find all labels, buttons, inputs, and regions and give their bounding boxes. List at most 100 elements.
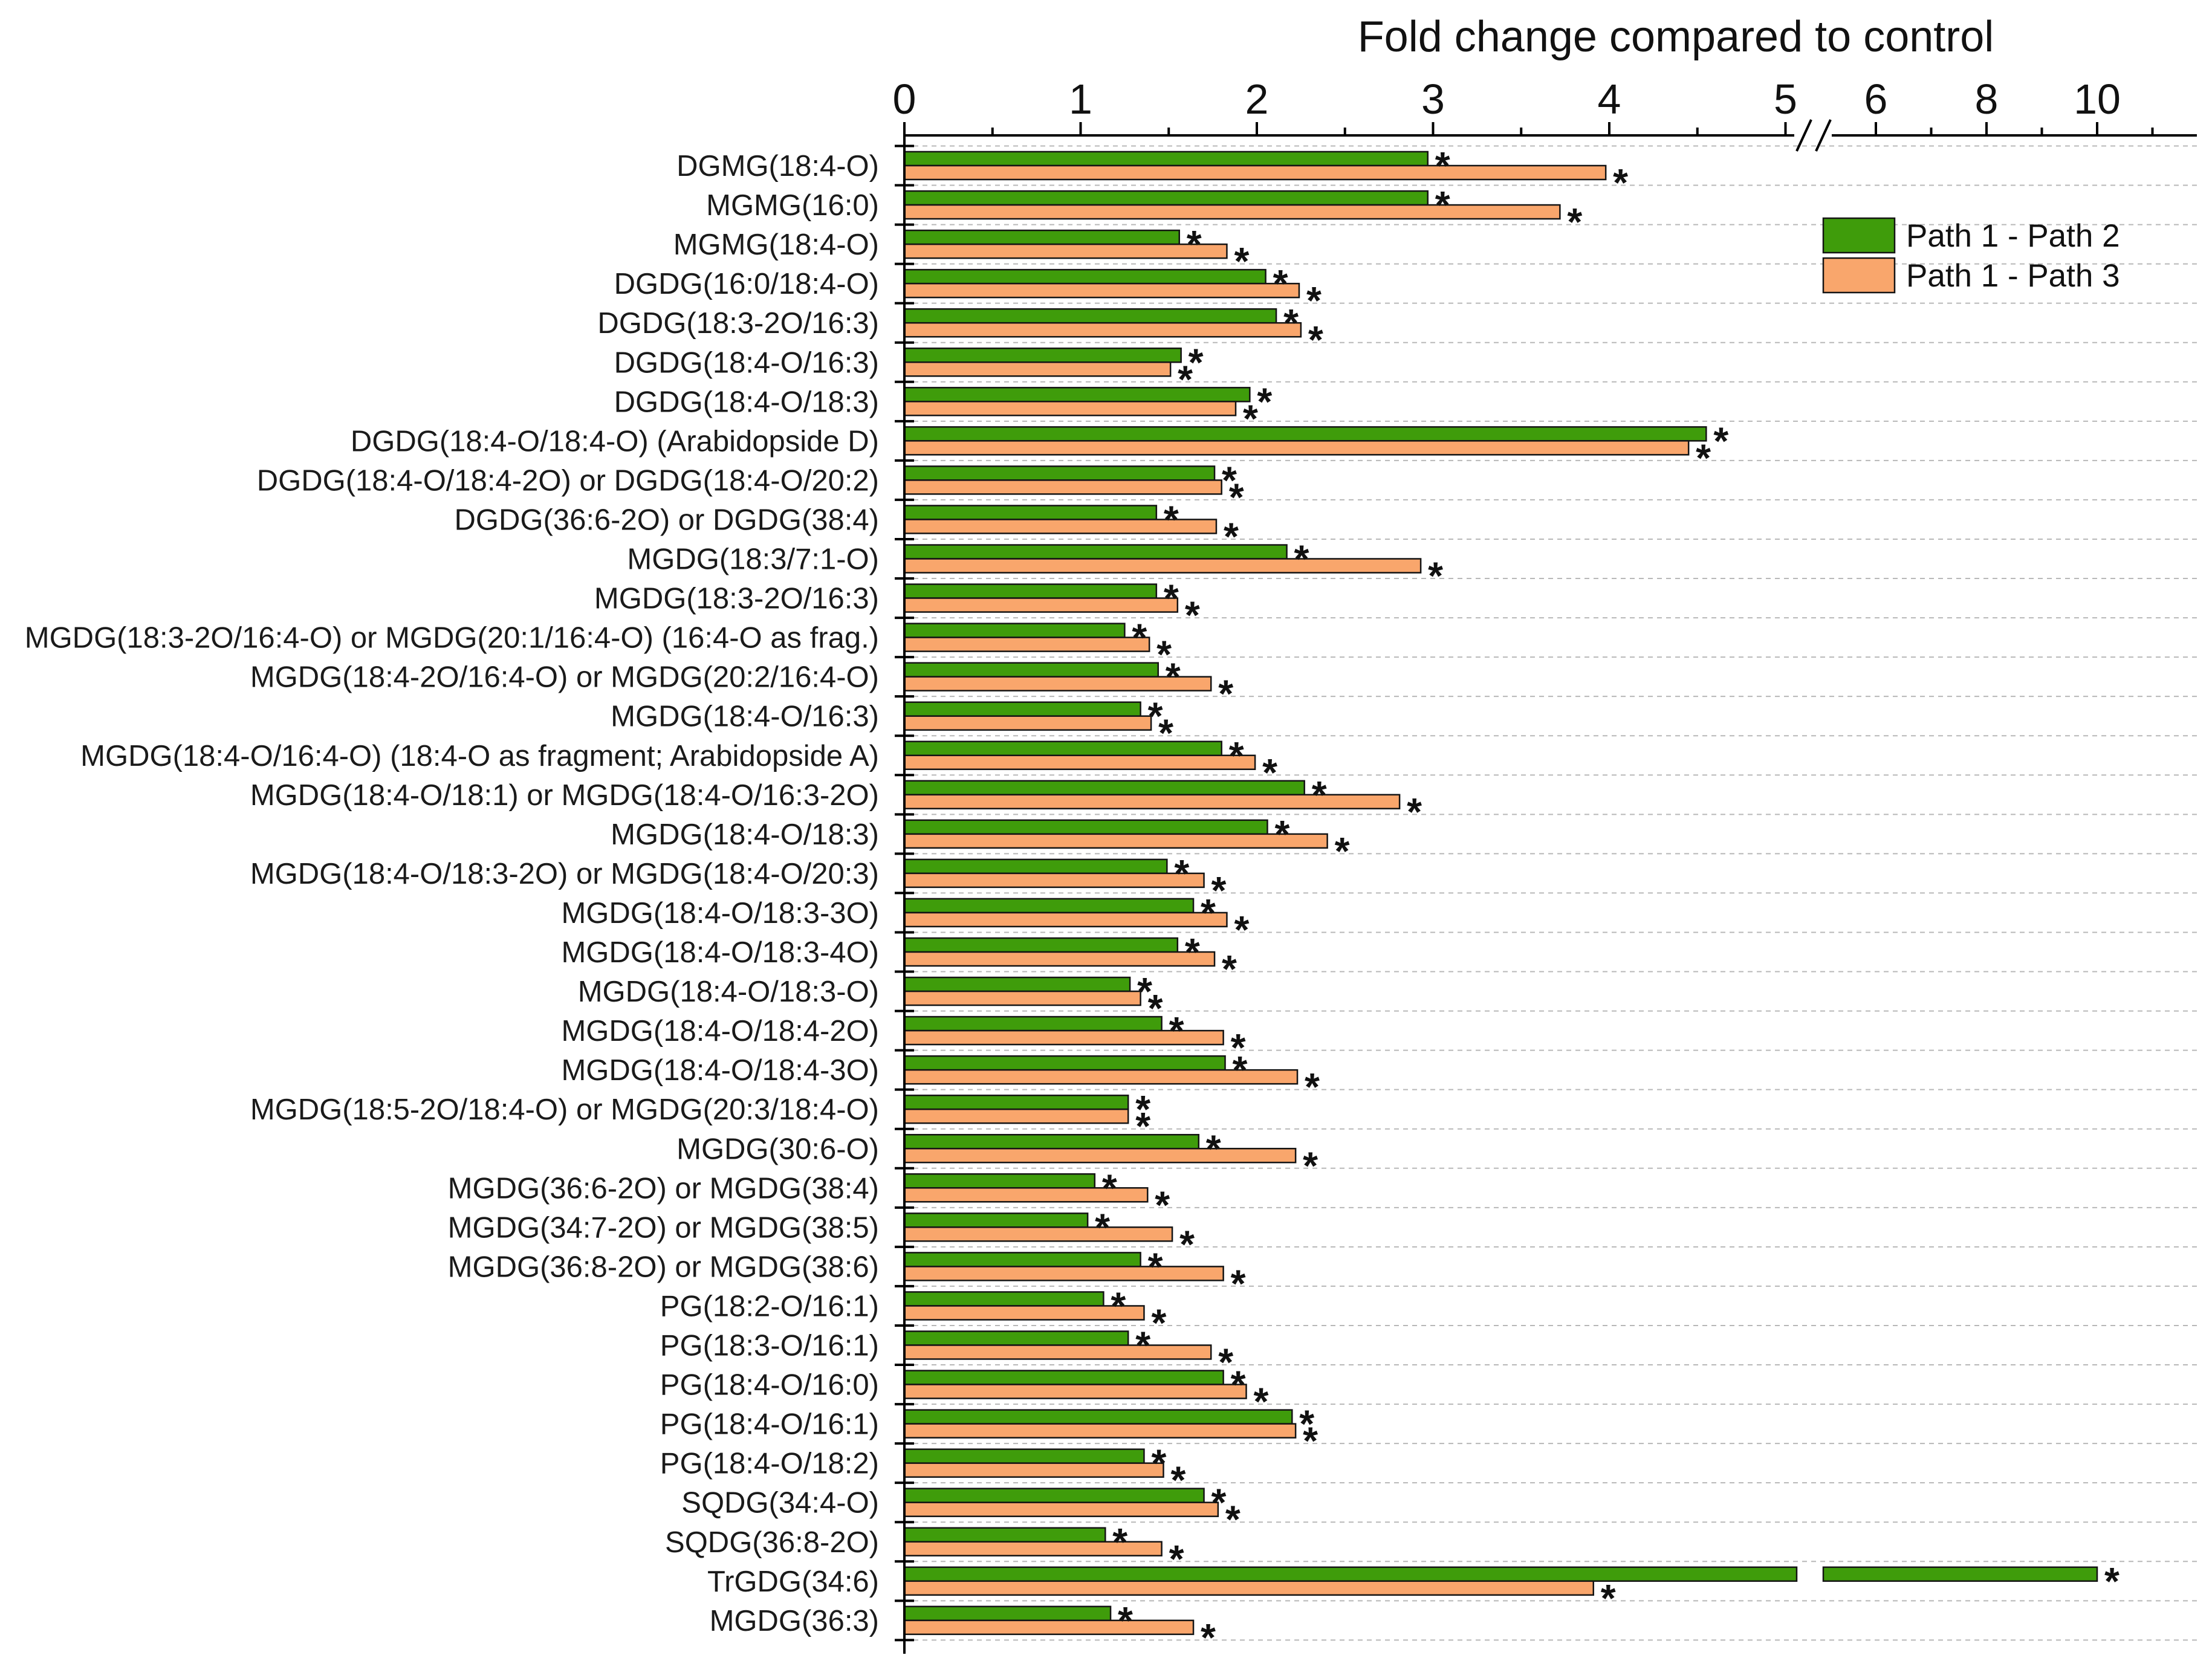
bar-path-1-path-2 (903, 1370, 1224, 1385)
bar-path-1-path-2 (903, 1527, 1106, 1543)
x-tick-label: 3 (1421, 76, 1445, 123)
bar-path-1-path-2 (903, 976, 1131, 992)
bar-path-1-path-3 (903, 1266, 1224, 1281)
category-labels: DGMG(18:4-O) MGMG(16:0) MGMG(18:4-O) DGDG(1… (25, 150, 879, 1637)
bar-path-1-path-3 (903, 1108, 1129, 1124)
bar-path-1-path-3 (903, 833, 1328, 849)
bar-path-1-path-2 (903, 937, 1179, 953)
significance-marker: * (1601, 1576, 1616, 1620)
significance-marker: * (1305, 1065, 1320, 1109)
significance-marker: * (1166, 655, 1181, 699)
significance-marker: * (1185, 930, 1200, 974)
category-label: PG(18:4-O/16:1) (660, 1408, 879, 1441)
significance-marker: * (1222, 947, 1237, 991)
bar-path-1-path-2-segment-right (1822, 1566, 2098, 1582)
significance-marker: * (2104, 1559, 2120, 1603)
significance-marker: * (1189, 340, 1204, 384)
significance-marker: * (1174, 852, 1189, 895)
bar-path-1-path-2 (903, 780, 1305, 796)
bar-path-1-path-2 (903, 426, 1707, 442)
significance-marker: * (1158, 711, 1173, 755)
bar-path-1-path-3 (903, 282, 1300, 299)
significance-marker: * (1137, 970, 1152, 1013)
axis-break-mark (1815, 119, 1832, 152)
bar-path-1-path-2 (903, 1409, 1293, 1425)
bar-path-1-path-2 (903, 190, 1429, 206)
bar-path-1-path-3 (903, 715, 1152, 731)
bar-path-1-path-3 (903, 322, 1302, 338)
category-label: DGMG(18:4-O) (676, 150, 879, 183)
category-label: MGDG(18:4-O/16:3) (611, 701, 879, 733)
bar-path-1-path-3 (903, 872, 1205, 889)
x-tick-label: 1 (1069, 76, 1092, 123)
category-label: MGDG(18:5-2O/18:4-O) or MGDG(20:3/18:4-O… (250, 1093, 879, 1126)
bar-path-1-path-2 (903, 268, 1267, 285)
significance-marker: * (1187, 222, 1202, 266)
bar-path-1-path-2 (903, 1134, 1200, 1150)
significance-marker: * (1111, 1284, 1126, 1327)
significance-marker: * (1222, 458, 1237, 502)
bar-path-1-path-3 (903, 636, 1150, 652)
significance-marker: * (1135, 1324, 1150, 1367)
significance-marker: * (1312, 773, 1327, 817)
legend-label-path-1-path-3: Path 1 - Path 3 (1906, 258, 2120, 294)
significance-marker: * (1179, 1222, 1195, 1266)
x-tick-label: 8 (1975, 76, 1999, 123)
axes: 0 1 2 3 4 5 6 8 10 (893, 76, 2197, 1654)
bar-path-1-path-2 (903, 1213, 1089, 1228)
significance-marker: * (1102, 1166, 1117, 1209)
significance-marker: * (1273, 262, 1288, 305)
bar-path-1-path-3 (903, 558, 1422, 574)
significance-marker: * (1303, 1144, 1318, 1187)
significance-marker: * (1435, 183, 1450, 227)
significance-marker: * (1231, 1261, 1246, 1305)
category-label: MGDG(18:4-O/16:4-O) (18:4-O as fragment;… (80, 740, 879, 772)
category-label: PG(18:3-O/16:1) (660, 1330, 879, 1362)
significance-marker: * (1233, 1048, 1248, 1092)
significance-marker: * (1229, 475, 1244, 519)
bar-path-1-path-3 (903, 164, 1607, 181)
significance-marker: * (1211, 1481, 1227, 1524)
bar-path-1-path-3 (903, 990, 1141, 1006)
significance-marker: * (1254, 1380, 1269, 1423)
significance-marker: * (1283, 301, 1299, 345)
significance-marker: * (1229, 734, 1244, 777)
bar-path-1-path-2 (903, 623, 1126, 638)
significance-marker: * (1151, 1301, 1166, 1344)
bar-path-1-path-2 (903, 1094, 1129, 1110)
category-label: SQDG(34:4-O) (681, 1487, 879, 1520)
legend-swatch-path-1-path-2 (1822, 217, 1896, 254)
bar-path-1-path-2 (903, 1015, 1163, 1032)
significance-marker: * (1211, 869, 1227, 912)
bar-path-1-path-3 (903, 440, 1690, 456)
significance-marker: * (1435, 144, 1450, 187)
category-label: MGMG(16:0) (706, 189, 879, 222)
category-label: MGDG(18:3-2O/16:3) (594, 583, 879, 615)
significance-marker: * (1155, 1183, 1170, 1226)
bar-path-1-path-3 (903, 911, 1228, 928)
bar-path-1-path-3 (903, 361, 1172, 377)
category-label: MGDG(18:4-O/18:3-O) (578, 976, 879, 1008)
category-label: DGDG(18:4-O/18:3) (614, 386, 879, 418)
significance-marker: * (1185, 594, 1200, 637)
category-label: PG(18:4-O/16:0) (660, 1369, 879, 1402)
category-label: MGDG(18:4-O/18:3-3O) (561, 897, 879, 930)
bar-path-1-path-2 (903, 465, 1216, 481)
bar-path-1-path-3 (903, 951, 1216, 967)
significance-marker: * (1257, 380, 1272, 423)
category-label: MGDG(18:4-O/18:3) (611, 818, 879, 851)
category-label: SQDG(36:8-2O) (665, 1526, 879, 1559)
bar-path-1-path-3 (903, 1501, 1219, 1517)
significance-marker: * (1164, 577, 1179, 620)
bar-path-1-path-2 (903, 229, 1180, 245)
bar-path-1-path-2 (903, 387, 1251, 403)
significance-marker: * (1201, 1616, 1216, 1659)
significance-marker: * (1303, 1419, 1318, 1463)
significance-marker: * (1231, 1026, 1246, 1069)
category-label: MGDG(30:6-O) (676, 1133, 879, 1165)
category-label: DGDG(18:4-O/18:4-O) (Arabidopside D) (351, 425, 879, 458)
x-tick-label: 0 (893, 76, 916, 123)
significance-marker: * (1151, 1442, 1166, 1485)
bar-path-1-path-3 (903, 754, 1256, 770)
significance-marker: * (1407, 790, 1422, 834)
